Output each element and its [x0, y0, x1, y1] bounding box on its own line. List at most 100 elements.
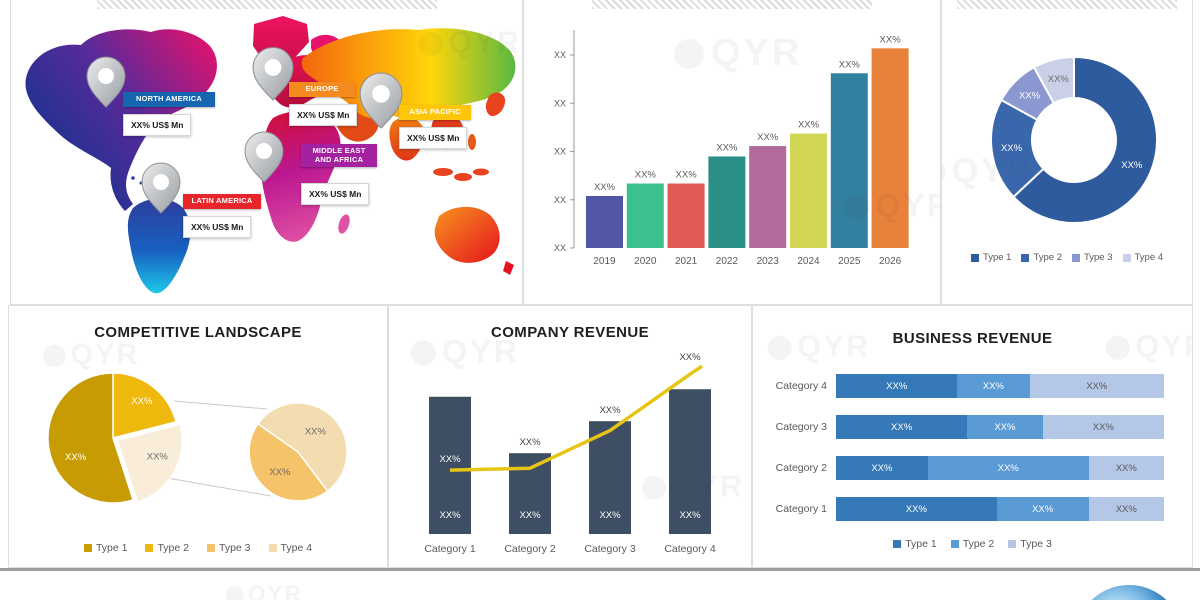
stacked-segment-Type 3: XX%: [1042, 415, 1164, 439]
stacked-segment-Type 3: XX%: [1088, 456, 1164, 480]
region-value: XX% US$ Mn: [123, 113, 192, 136]
y-tick-label: XX: [554, 243, 566, 253]
legend-item: Type 3: [207, 542, 251, 554]
legend-label: Type 1: [982, 252, 1012, 263]
brand-logo-icon: [225, 585, 244, 600]
pie-slice-label: XX%: [65, 452, 87, 463]
bar-value-label: XX%: [676, 170, 698, 181]
bar-Category 2: [509, 453, 551, 534]
y-tick-label: XX: [554, 98, 566, 108]
stacked-segment-Type 3: XX%: [1029, 374, 1164, 398]
bar-value-label: XX%: [798, 120, 820, 131]
secondary-pie-slice-Type 4: [256, 402, 348, 493]
x-axis-label: Category 2: [504, 543, 556, 555]
stacked-segment-Type 1: XX%: [836, 374, 958, 398]
panel-company-revenue: COMPANY REVENUE XX% Category 1 XX% Category…: [388, 305, 752, 568]
panel-business-revenue: BUSINESS REVENUE Category 4 XX% XX% XX% Cate…: [752, 305, 1193, 568]
x-axis-label: 2022: [716, 256, 739, 267]
region-value: XX% US$ Mn: [301, 183, 370, 206]
column-chart: XX XX XX XX XX XX% 2019 XX% 2020 XX% 2021 XX% 2022 XX…: [554, 30, 909, 267]
region-name-badge: NORTH AMERICA: [123, 92, 215, 107]
legend-swatch-icon: [268, 544, 277, 552]
region-name-badge: LATIN AMERICA: [183, 194, 261, 209]
bar-value-label: XX%: [679, 510, 701, 521]
revenue-line: [449, 364, 703, 472]
pie-connector-top: [173, 400, 268, 410]
bar-value-label: XX%: [716, 142, 738, 153]
continent-south-america: [127, 198, 191, 294]
bar-Category 4: [669, 389, 711, 534]
region-japan: [485, 92, 506, 117]
clipped-panel-title: [592, 0, 872, 9]
donut-slice-label: XX%: [1019, 91, 1041, 102]
region-philippines: [468, 134, 476, 150]
bar-2021: [667, 183, 705, 248]
legend-swatch-icon: [1072, 253, 1080, 262]
bar-Category 3: [589, 421, 631, 534]
legend-swatch-icon: [207, 544, 215, 552]
pie-connector-bottom: [166, 477, 272, 497]
line-value-label: XX%: [519, 437, 541, 448]
legend-item: Type 1: [83, 542, 128, 554]
legend-swatch-icon: [893, 540, 902, 548]
legend-item: Type 4: [1122, 252, 1163, 263]
donut-legend: Type 1 Type 2 Type 3 Type 4: [942, 252, 1192, 263]
legend-item: Type 2: [950, 538, 994, 550]
stacked-segment-Type 2: XX%: [996, 497, 1089, 521]
x-axis-label: 2020: [634, 256, 657, 267]
continent-asia: [301, 28, 516, 119]
stacked-legend: Type 1 Type 2 Type 3: [753, 538, 1192, 550]
pie-slice-Type 1: [47, 372, 135, 504]
world-map: [25, 16, 516, 294]
legend-item: Type 1: [893, 538, 937, 550]
legend-label: Type 1: [905, 538, 937, 550]
legend-swatch-icon: [1008, 540, 1017, 548]
legend-label: Type 4: [280, 542, 313, 554]
region-name-badge: MIDDLE EAST AND AFRICA: [301, 144, 377, 168]
bar-value-label: XX%: [599, 510, 621, 521]
stacked-segment-Type 1: XX%: [836, 456, 928, 480]
y-tick-label: XX: [554, 195, 566, 205]
region-value: XX% US$ Mn: [183, 215, 252, 238]
region-new-zealand: [503, 261, 514, 275]
secondary-pie-slice-Type 3: [248, 422, 329, 502]
legend-swatch-icon: [83, 544, 92, 552]
stacked-row-Category 3: XX% XX% XX%: [836, 415, 1164, 439]
x-axis-label: 2024: [797, 256, 820, 267]
map-region-label: LATIN AMERICA XX% US$ Mn: [183, 194, 261, 238]
legend-item: Type 2: [145, 542, 189, 554]
legend-swatch-icon: [970, 253, 979, 262]
x-axis-label: Category 3: [584, 543, 636, 555]
region-indonesia-2: [454, 173, 472, 181]
legend-label: Type 2: [1033, 252, 1062, 263]
pie-slice-label: XX%: [131, 396, 153, 407]
legend-label: Type 1: [95, 542, 128, 554]
secondary-pie-slice-label: XX%: [305, 426, 327, 437]
stacked-segment-Type 3: XX%: [1088, 497, 1164, 521]
bar-2020: [626, 183, 664, 248]
panel-market-size-by-year: XX XX XX XX XX XX% 2019 XX% 2020 XX% 2021 XX% 2022 XX…: [523, 0, 941, 305]
donut-slice-Type 1: [1012, 55, 1158, 224]
map-region-label: ASIA PACIFIC XX% US$ Mn: [399, 105, 471, 149]
stacked-category-label: Category 2: [775, 462, 827, 474]
stacked-category-label: Category 1: [775, 503, 827, 515]
stacked-row-Category 4: XX% XX% XX%: [836, 374, 1164, 398]
x-axis-label: 2025: [838, 256, 861, 267]
panel-market-by-region: NORTH AMERICA XX% US$ Mn EUROPE XX% US$ …: [10, 0, 523, 305]
panel-title: COMPETITIVE LANDSCAPE: [94, 324, 302, 341]
line-value-label: XX%: [599, 405, 621, 416]
line-value-label: XX%: [439, 454, 461, 465]
bar-2022: [708, 156, 746, 248]
bar-2023: [749, 146, 787, 248]
continent-north-america: [25, 29, 217, 212]
panel-title: COMPANY REVENUE: [491, 324, 649, 341]
stacked-category-label: Category 4: [775, 380, 827, 392]
stacked-row-Category 2: XX% XX% XX%: [836, 456, 1164, 480]
x-axis-label: 2019: [593, 256, 616, 267]
legend-item: Type 1: [970, 252, 1012, 263]
region-madagascar: [338, 214, 350, 234]
stacked-category-label: Category 3: [775, 421, 827, 433]
legend-label: Type 3: [219, 542, 251, 554]
x-axis-label: 2023: [757, 256, 780, 267]
legend-label: Type 3: [1020, 538, 1052, 550]
